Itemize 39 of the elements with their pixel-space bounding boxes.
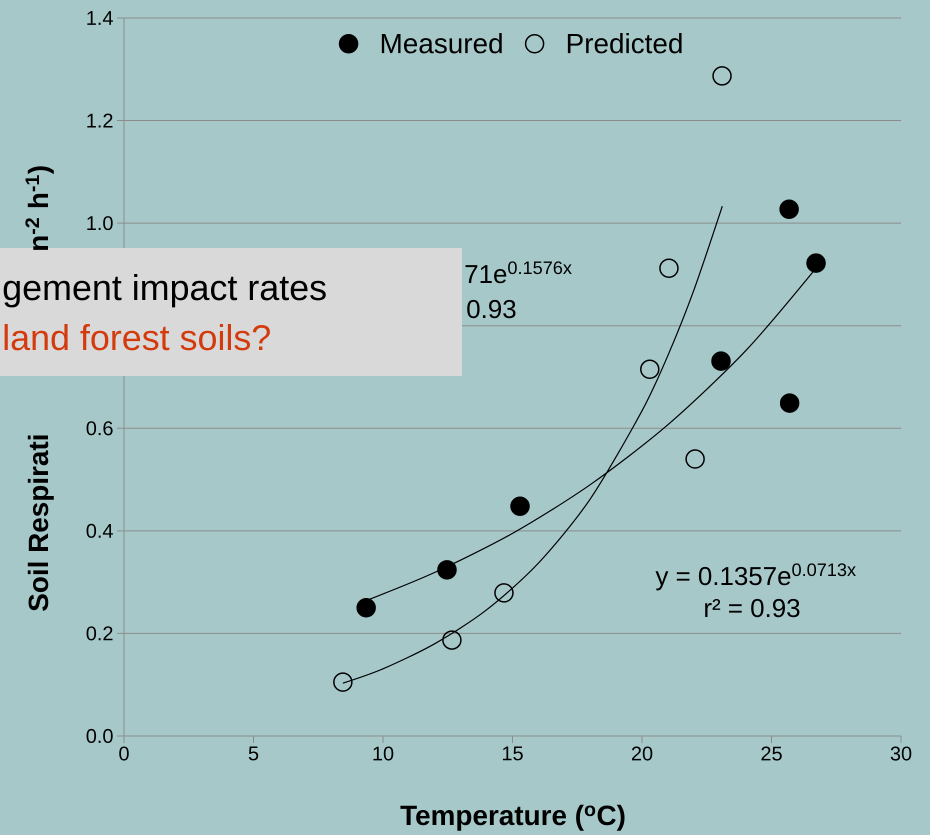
point (780, 393, 800, 413)
x-tick-label: 10 (373, 746, 394, 761)
point (333, 672, 353, 692)
annotation: 0.93 (467, 300, 516, 318)
annotation: r² = 0.93 (705, 598, 800, 618)
y-tick-label: 0.0 (86, 728, 113, 744)
text: n$^{-2}$ h$^{-1}$) (25, 166, 54, 250)
point (685, 449, 705, 469)
point (510, 496, 530, 516)
annotation: y = 0.1357e$^{0.0713x}$ (656, 563, 856, 590)
x-tick-label: 15 (502, 746, 523, 760)
x-axis-title: Temperature ($^{o}$C) (400, 804, 625, 831)
legend-label: Predicted (568, 32, 682, 54)
y-axis-title: Soil Respirati (28, 436, 54, 611)
point (640, 360, 660, 380)
point (442, 630, 462, 650)
x-tick-label: 0 (119, 746, 129, 761)
x-tick-label: 25 (761, 746, 782, 761)
y-tick-label: 0.2 (86, 626, 112, 640)
y-tick-label: 1.4 (87, 11, 113, 25)
point (712, 66, 732, 86)
legend-label: Measured (382, 32, 502, 54)
point (779, 200, 799, 220)
point (806, 253, 826, 273)
x-tick-label: 20 (632, 746, 652, 761)
point (494, 583, 514, 603)
point (711, 351, 731, 371)
y-tick-label: 1.0 (87, 216, 113, 230)
y-tick-label: 1.2 (87, 114, 112, 128)
annotation: gement impact rates (4, 274, 326, 308)
point (659, 258, 679, 278)
x-tick-label: 5 (248, 746, 258, 760)
x-tick-label: 30 (890, 746, 912, 761)
y-tick-label: 0.4 (86, 524, 113, 538)
point (437, 560, 457, 580)
annotation: land forest soils? (4, 324, 270, 350)
point (356, 598, 376, 618)
annotation: 71e$^{0.1576x}$ (466, 261, 572, 284)
y-tick-label: 0.6 (86, 421, 113, 436)
